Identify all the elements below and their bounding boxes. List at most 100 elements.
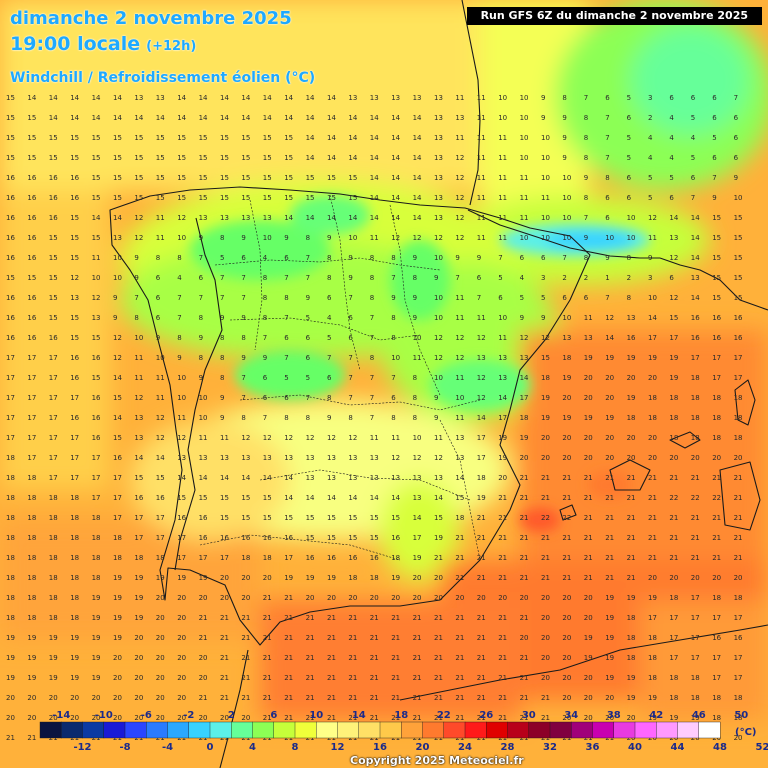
- grid-value: 21: [691, 514, 700, 522]
- grid-value: 21: [734, 554, 743, 562]
- grid-value: 11: [134, 374, 143, 382]
- grid-value: 6: [348, 314, 353, 322]
- grid-value: 21: [455, 714, 464, 722]
- grid-value: 15: [241, 134, 250, 142]
- grid-value: 13: [134, 94, 143, 102]
- grid-value: 13: [669, 234, 678, 242]
- grid-value: 7: [263, 414, 267, 422]
- grid-value: 21: [562, 534, 571, 542]
- grid-value: 11: [477, 314, 486, 322]
- grid-value: 20: [6, 714, 15, 722]
- grid-value: 6: [284, 254, 289, 262]
- grid-value: 21: [712, 514, 721, 522]
- grid-value: 16: [348, 554, 357, 562]
- grid-value: 14: [134, 114, 143, 122]
- legend-bottom-label: 12: [331, 742, 345, 753]
- grid-value: 15: [306, 534, 315, 542]
- grid-value: 16: [6, 174, 15, 182]
- grid-value: 19: [413, 554, 422, 562]
- grid-value: 13: [434, 154, 443, 162]
- grid-value: 20: [648, 454, 657, 462]
- grid-value: 15: [734, 294, 743, 302]
- grid-value: 8: [370, 254, 374, 262]
- grid-value: 10: [177, 394, 186, 402]
- grid-value: 12: [134, 234, 143, 242]
- grid-value: 15: [134, 134, 143, 142]
- grid-value: 9: [241, 354, 245, 362]
- grid-value: 15: [156, 134, 165, 142]
- grid-value: 8: [156, 254, 160, 262]
- grid-value: 9: [541, 114, 545, 122]
- grid-value: 18: [691, 434, 700, 442]
- grid-value: 19: [92, 594, 101, 602]
- legend-bottom-label: -4: [162, 742, 173, 753]
- copyright: Copyright 2025 Meteociel.fr: [350, 754, 524, 767]
- grid-value: 21: [284, 614, 293, 622]
- grid-value: 7: [348, 294, 352, 302]
- grid-value: 20: [263, 574, 272, 582]
- grid-value: 10: [156, 354, 165, 362]
- grid-value: 14: [648, 314, 657, 322]
- grid-value: 21: [498, 634, 507, 642]
- grid-value: 9: [605, 254, 609, 262]
- legend-swatch: [677, 721, 700, 739]
- grid-value: 17: [734, 674, 743, 682]
- grid-value: 21: [434, 694, 443, 702]
- grid-value: 15: [220, 194, 229, 202]
- legend-top-label: 34: [564, 710, 578, 721]
- legend-top-label: 30: [522, 710, 536, 721]
- grid-value: 19: [70, 654, 79, 662]
- grid-value: 15: [734, 214, 743, 222]
- grid-value: 18: [627, 614, 636, 622]
- grid-value: 14: [284, 474, 293, 482]
- grid-value: 18: [648, 674, 657, 682]
- grid-value: 20: [562, 454, 571, 462]
- grid-value: 6: [199, 274, 204, 282]
- grid-value: 22: [712, 494, 721, 502]
- grid-value: 18: [541, 374, 550, 382]
- grid-value: 21: [455, 614, 464, 622]
- grid-value: 17: [734, 354, 743, 362]
- grid-value: 21: [477, 554, 486, 562]
- grid-value: 16: [27, 334, 36, 342]
- grid-value: 8: [605, 174, 609, 182]
- grid-value: 7: [327, 354, 331, 362]
- grid-value: 15: [27, 114, 36, 122]
- grid-value: 21: [627, 514, 636, 522]
- grid-value: 18: [241, 554, 250, 562]
- grid-value: 18: [49, 534, 58, 542]
- grid-value: 18: [712, 394, 721, 402]
- grid-value: 18: [691, 694, 700, 702]
- grid-value: 14: [327, 114, 336, 122]
- grid-value: 8: [562, 94, 566, 102]
- grid-value: 20: [605, 714, 614, 722]
- grid-value: 19: [92, 634, 101, 642]
- grid-value: 18: [734, 714, 743, 722]
- grid-value: 19: [648, 694, 657, 702]
- legend-bottom-label: 44: [671, 742, 685, 753]
- legend-bottom-label: 20: [416, 742, 430, 753]
- grid-value: 18: [648, 654, 657, 662]
- grid-value: 16: [92, 414, 101, 422]
- grid-value: 18: [691, 394, 700, 402]
- grid-value: 11: [520, 174, 529, 182]
- grid-value: 20: [177, 634, 186, 642]
- grid-value: 5: [648, 194, 652, 202]
- grid-value: 8: [627, 254, 631, 262]
- grid-value: 6: [348, 334, 353, 342]
- grid-value: 8: [391, 314, 395, 322]
- grid-value: 21: [391, 654, 400, 662]
- grid-value: 21: [648, 494, 657, 502]
- grid-value: 7: [370, 334, 374, 342]
- legend-swatch: [124, 721, 147, 739]
- grid-value: 16: [734, 314, 743, 322]
- legend-top-label: -14: [52, 710, 70, 721]
- grid-value: 15: [220, 174, 229, 182]
- grid-value: 20: [712, 574, 721, 582]
- grid-value: 4: [648, 154, 653, 162]
- grid-value: 15: [348, 194, 357, 202]
- grid-value: 15: [6, 94, 15, 102]
- grid-value: 19: [49, 674, 58, 682]
- grid-value: 11: [498, 334, 507, 342]
- grid-value: 14: [113, 114, 122, 122]
